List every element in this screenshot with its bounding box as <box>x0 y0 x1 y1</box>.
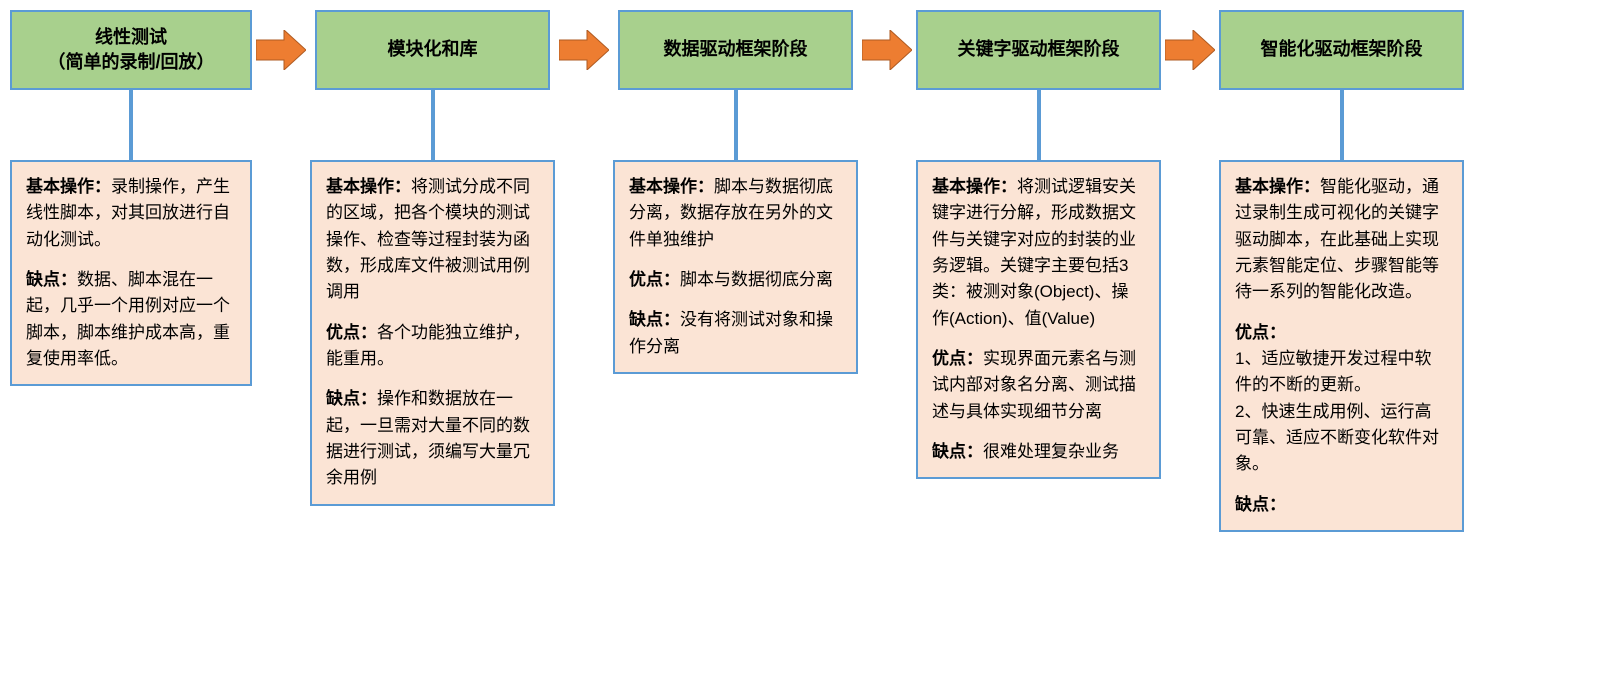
detail-section: 优点：各个功能独立维护，能重用。 <box>326 320 539 373</box>
stage-3: 数据驱动框架阶段基本操作：脚本与数据彻底分离，数据存放在另外的文件单独维护优点：… <box>613 10 858 374</box>
arrow-icon <box>555 10 613 90</box>
section-text: 1、适应敏捷开发过程中软件的不断的更新。 2、快速生成用例、运行高可靠、适应不断… <box>1235 349 1439 473</box>
section-text: 很难处理复杂业务 <box>983 442 1119 461</box>
arrow-icon <box>1161 10 1219 90</box>
detail-section: 优点：实现界面元素名与测试内部对象名分离、测试描述与具体实现细节分离 <box>932 346 1145 425</box>
detail-section: 缺点：没有将测试对象和操作分离 <box>629 307 842 360</box>
detail-section: 基本操作：将测试分成不同的区域，把各个模块的测试操作、检查等过程封装为函数，形成… <box>326 174 539 306</box>
stage-header: 智能化驱动框架阶段 <box>1219 10 1464 90</box>
connector-line <box>1340 90 1344 160</box>
detail-section: 基本操作：脚本与数据彻底分离，数据存放在另外的文件单独维护 <box>629 174 842 253</box>
section-label: 基本操作： <box>932 177 1017 196</box>
stage-2: 模块化和库基本操作：将测试分成不同的区域，把各个模块的测试操作、检查等过程封装为… <box>310 10 555 506</box>
stage-detail: 基本操作：将测试分成不同的区域，把各个模块的测试操作、检查等过程封装为函数，形成… <box>310 160 555 506</box>
connector-line <box>129 90 133 160</box>
section-label: 缺点： <box>26 270 77 289</box>
section-label: 优点： <box>1235 323 1286 342</box>
section-label: 缺点： <box>932 442 983 461</box>
detail-section: 缺点： <box>1235 492 1448 518</box>
stage-detail: 基本操作：脚本与数据彻底分离，数据存放在另外的文件单独维护优点：脚本与数据彻底分… <box>613 160 858 374</box>
arrow-icon <box>252 10 310 90</box>
stage-4: 关键字驱动框架阶段基本操作：将测试逻辑安关键字进行分解，形成数据文件与关键字对应… <box>916 10 1161 479</box>
detail-section: 优点：脚本与数据彻底分离 <box>629 267 842 293</box>
section-label: 优点： <box>932 349 983 368</box>
stage-detail: 基本操作：将测试逻辑安关键字进行分解，形成数据文件与关键字对应的封装的业务逻辑。… <box>916 160 1161 479</box>
stage-header: 数据驱动框架阶段 <box>618 10 853 90</box>
stage-1: 线性测试（简单的录制/回放） 基本操作：录制操作，产生线性脚本，对其回放进行自动化… <box>10 10 252 386</box>
section-label: 基本操作： <box>326 177 411 196</box>
detail-section: 基本操作：将测试逻辑安关键字进行分解，形成数据文件与关键字对应的封装的业务逻辑。… <box>932 174 1145 332</box>
connector-line <box>1037 90 1041 160</box>
stage-header: 关键字驱动框架阶段 <box>916 10 1161 90</box>
connector-line <box>431 90 435 160</box>
section-label: 优点： <box>326 323 377 342</box>
detail-section: 缺点：操作和数据放在一起，一旦需对大量不同的数据进行测试，须编写大量冗余用例 <box>326 386 539 491</box>
detail-section: 基本操作：智能化驱动，通过录制生成可视化的关键字驱动脚本，在此基础上实现元素智能… <box>1235 174 1448 306</box>
arrow-icon <box>858 10 916 90</box>
section-text: 脚本与数据彻底分离 <box>680 270 833 289</box>
detail-section: 优点： 1、适应敏捷开发过程中软件的不断的更新。 2、快速生成用例、运行高可靠、… <box>1235 320 1448 478</box>
detail-section: 基本操作：录制操作，产生线性脚本，对其回放进行自动化测试。 <box>26 174 236 253</box>
section-label: 缺点： <box>1235 495 1286 514</box>
section-label: 优点： <box>629 270 680 289</box>
detail-section: 缺点：数据、脚本混在一起，几乎一个用例对应一个脚本，脚本维护成本高，重复使用率低… <box>26 267 236 372</box>
stage-detail: 基本操作：智能化驱动，通过录制生成可视化的关键字驱动脚本，在此基础上实现元素智能… <box>1219 160 1464 532</box>
section-label: 缺点： <box>326 389 377 408</box>
stage-header: 模块化和库 <box>315 10 550 90</box>
section-label: 基本操作： <box>629 177 714 196</box>
detail-section: 缺点：很难处理复杂业务 <box>932 439 1145 465</box>
section-label: 基本操作： <box>26 177 111 196</box>
section-text: 将测试逻辑安关键字进行分解，形成数据文件与关键字对应的封装的业务逻辑。关键字主要… <box>932 177 1136 328</box>
stage-header: 线性测试（简单的录制/回放） <box>10 10 252 90</box>
stage-detail: 基本操作：录制操作，产生线性脚本，对其回放进行自动化测试。缺点：数据、脚本混在一… <box>10 160 252 386</box>
section-label: 缺点： <box>629 310 680 329</box>
flowchart-container: 线性测试（简单的录制/回放） 基本操作：录制操作，产生线性脚本，对其回放进行自动化… <box>10 10 1598 532</box>
connector-line <box>734 90 738 160</box>
stage-5: 智能化驱动框架阶段基本操作：智能化驱动，通过录制生成可视化的关键字驱动脚本，在此… <box>1219 10 1464 532</box>
section-label: 基本操作： <box>1235 177 1320 196</box>
